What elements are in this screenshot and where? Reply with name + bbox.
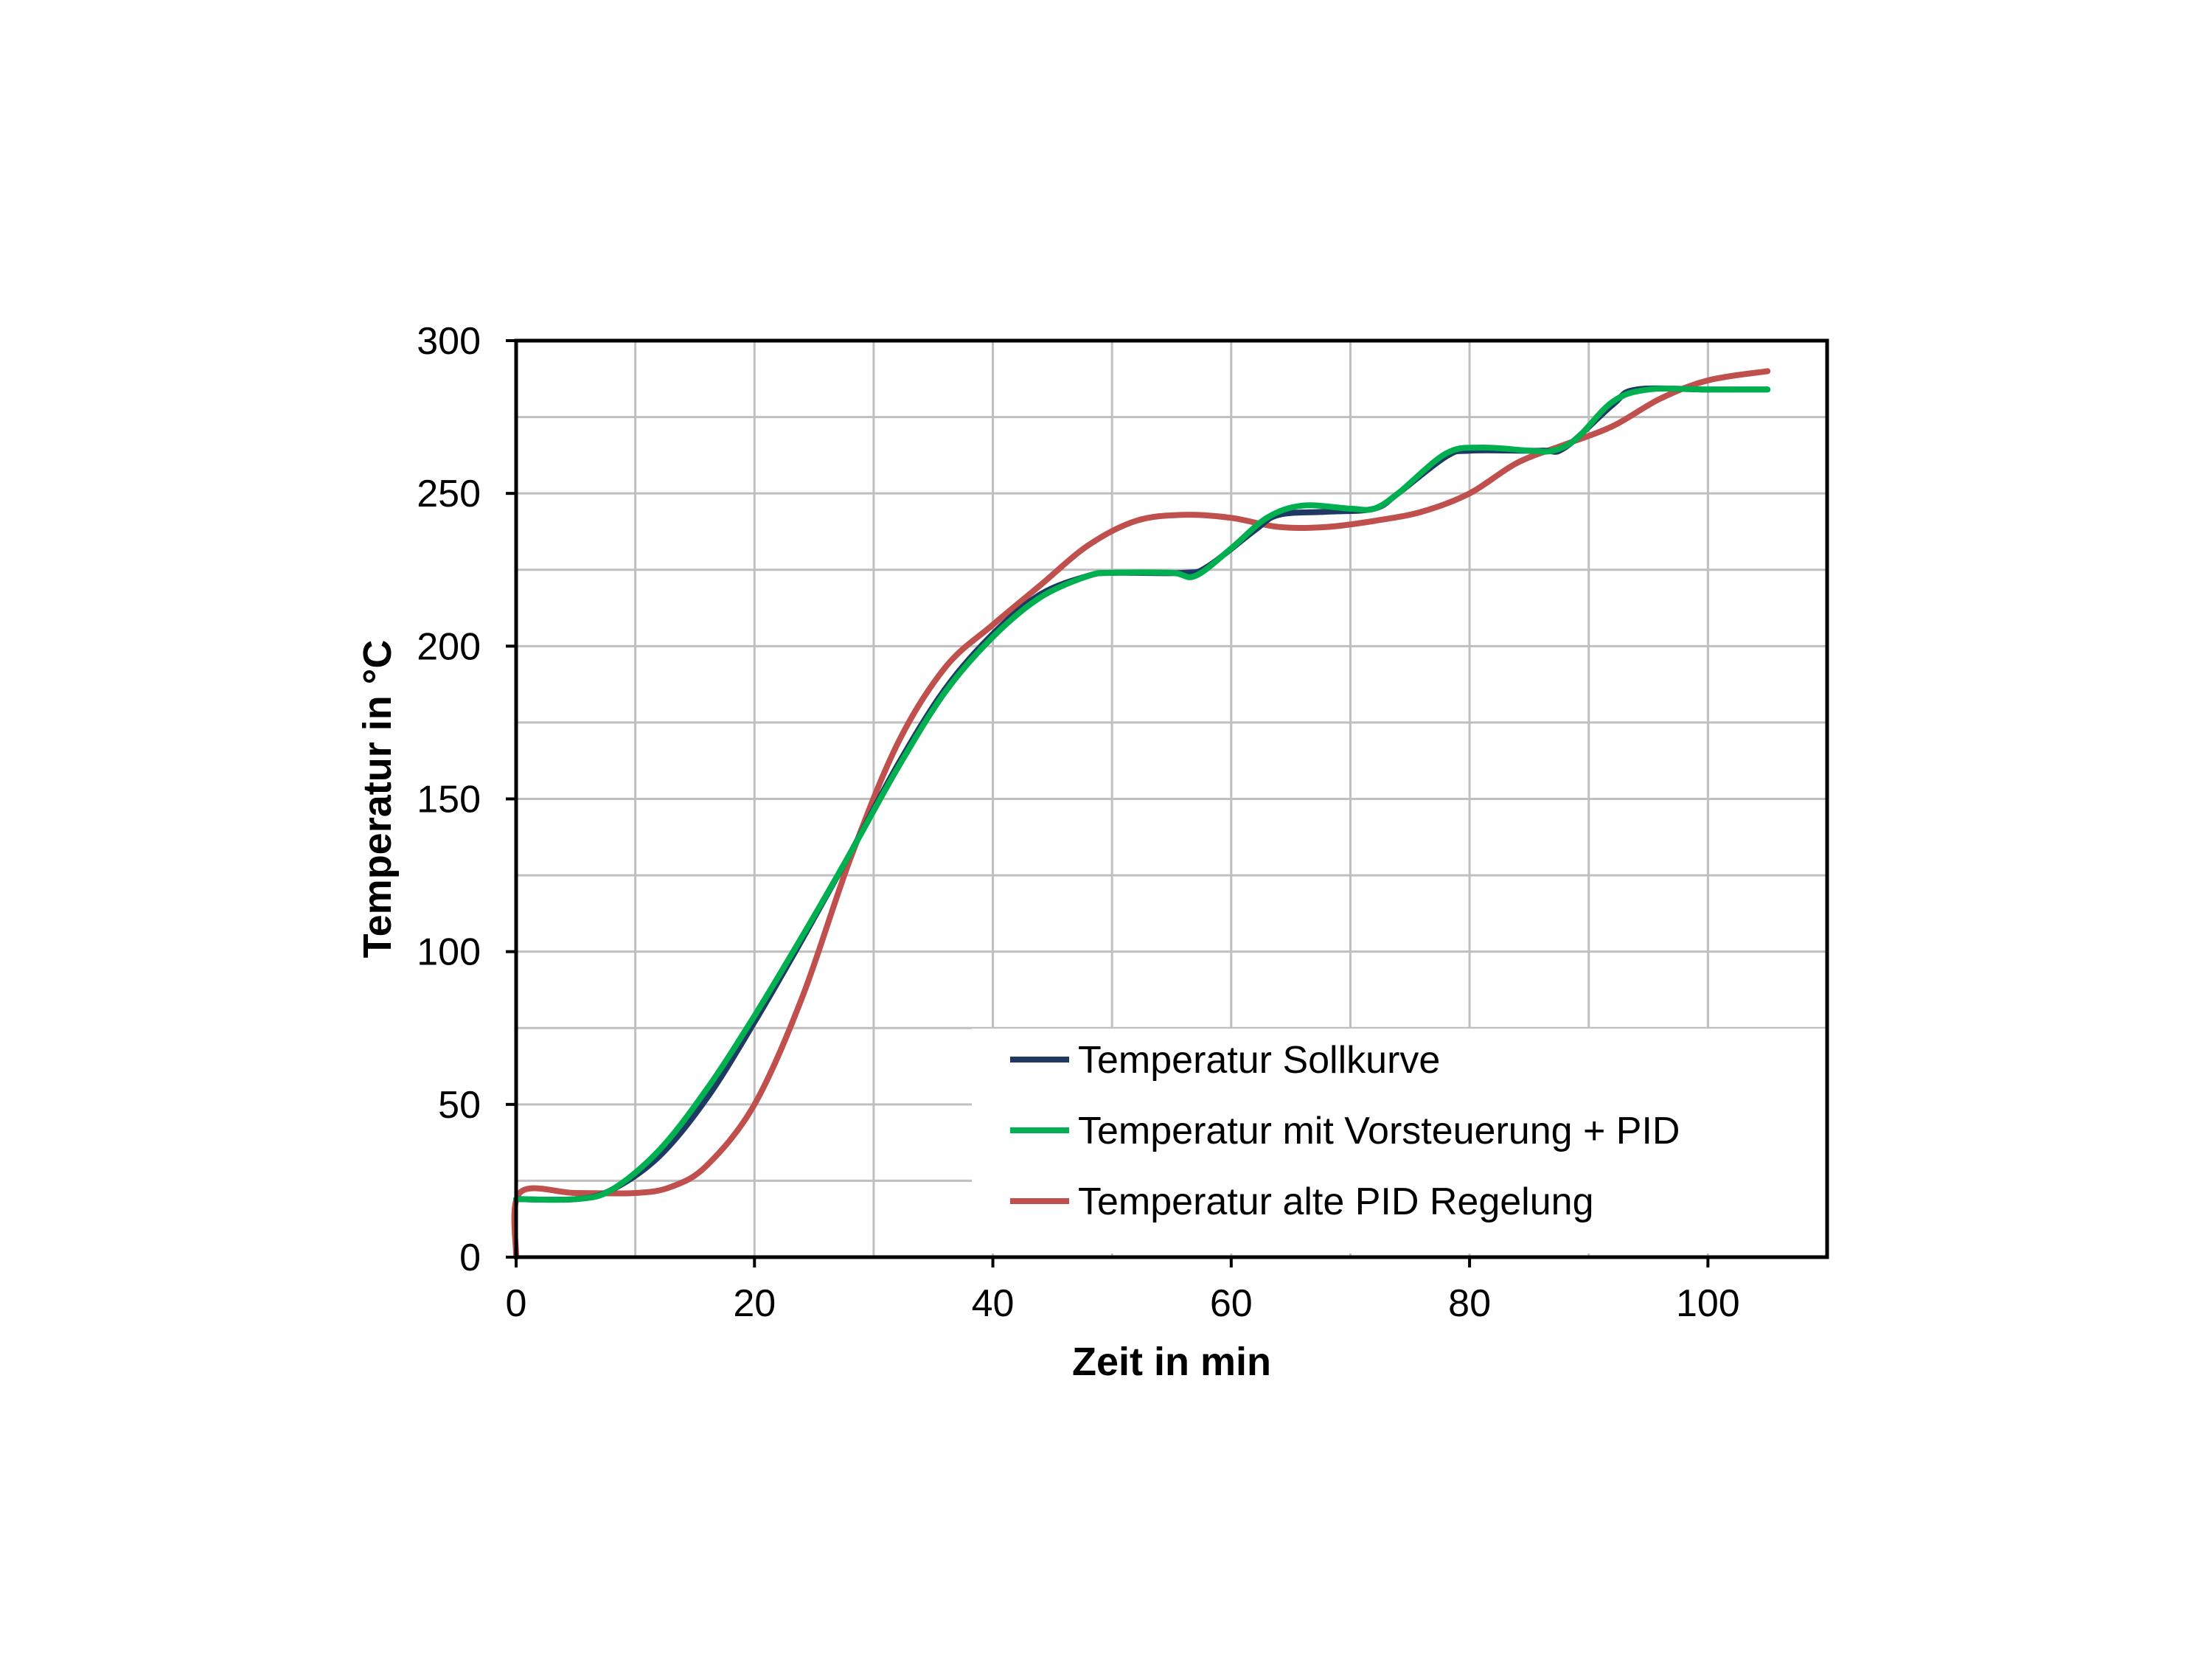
- legend-background-group: [972, 1029, 1827, 1253]
- tick-labels: 0 20 40 60 80 100 0 50 100 150 200 250 300: [417, 320, 1740, 1325]
- legend-label: Temperatur Sollkurve: [1078, 1039, 1440, 1082]
- y-tick-label: 50: [438, 1084, 481, 1127]
- series-group: [511, 368, 1771, 1260]
- y-axis-title: Temperatur in °C: [355, 640, 400, 959]
- series-line-1: [513, 386, 1771, 1203]
- y-tick-label: 250: [417, 473, 481, 515]
- legend-item-2: Temperatur alte PID Regelung: [1010, 1180, 1594, 1223]
- x-axis-title: Zeit in min: [1072, 1340, 1271, 1384]
- y-tick-label: 150: [417, 779, 481, 821]
- legend: Temperatur Sollkurve Temperatur mit Vorst…: [1010, 1039, 1680, 1223]
- x-tick-label: 100: [1676, 1282, 1740, 1325]
- y-tick-label: 200: [417, 625, 481, 668]
- y-tick-label: 100: [417, 931, 481, 974]
- x-tick-label: 80: [1448, 1282, 1491, 1325]
- y-tick-label: 0: [459, 1237, 481, 1279]
- x-tick-label: 40: [972, 1282, 1015, 1325]
- legend-label: Temperatur alte PID Regelung: [1078, 1180, 1594, 1223]
- y-tick-label: 300: [417, 320, 481, 363]
- axis-ticks: [506, 339, 1710, 1267]
- x-tick-label: 0: [506, 1282, 527, 1325]
- legend-item-0: Temperatur Sollkurve: [1010, 1039, 1440, 1082]
- legend-background: [972, 1029, 1827, 1253]
- legend-item-1: Temperatur mit Vorsteuerung + PID: [1010, 1110, 1680, 1152]
- x-tick-label: 60: [1210, 1282, 1253, 1325]
- x-tick-label: 20: [733, 1282, 776, 1325]
- legend-label: Temperatur mit Vorsteuerung + PID: [1078, 1110, 1680, 1152]
- grid-lines: [516, 341, 1827, 1257]
- series-line-2: [511, 368, 1771, 1260]
